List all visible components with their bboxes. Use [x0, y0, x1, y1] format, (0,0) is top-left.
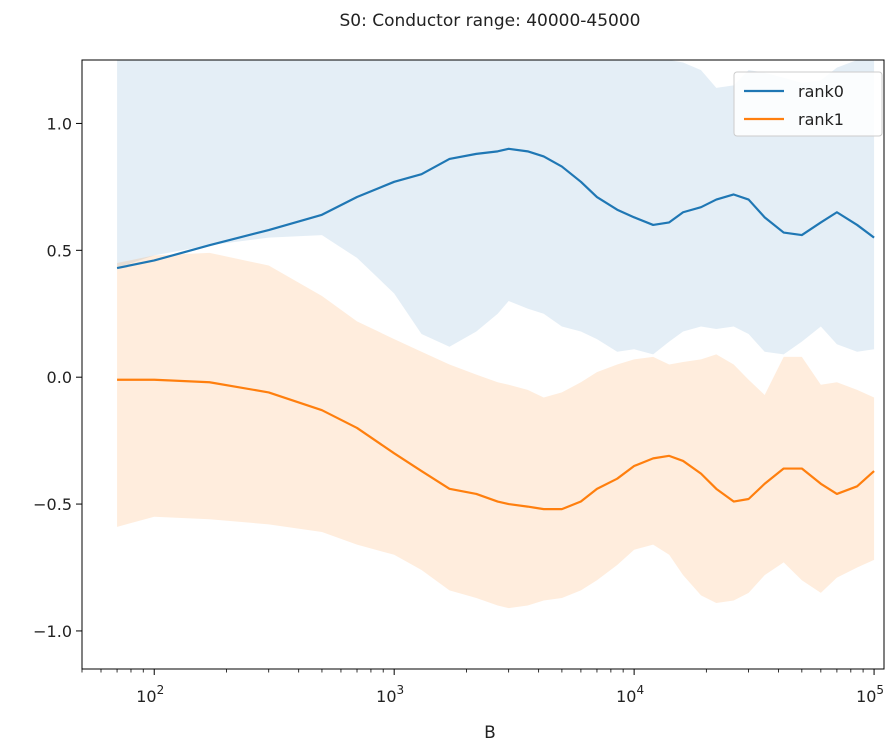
plot-area: 1.0 0.5 0.0 −0.5 −1.0 102 103 104 105 rank0 rank1 [33, 59, 885, 706]
x-tick-label: 104 [616, 683, 644, 706]
x-tick-label: 103 [376, 683, 404, 706]
legend: rank0 rank1 [733, 71, 883, 137]
series-band-rank0 [117, 60, 875, 355]
y-tick-label: −0.5 [33, 495, 72, 514]
chart-title: S0: Conductor range: 40000-45000 [339, 11, 640, 31]
x-tick-label: 105 [856, 683, 884, 706]
x-axis-label: B [484, 723, 496, 743]
y-tick-label: 1.0 [47, 114, 72, 133]
legend-label-rank0: rank0 [798, 82, 844, 101]
y-tick-label: 0.0 [47, 368, 72, 387]
y-tick-label: 0.5 [47, 241, 72, 260]
plot-frame [81, 59, 885, 670]
series-group [116, 60, 875, 609]
x-tick-label: 102 [136, 683, 164, 706]
series-line-rank0 [116, 147, 875, 270]
series-band-rank1 [117, 252, 875, 609]
legend-label-rank1: rank1 [798, 110, 844, 129]
y-tick-label: −1.0 [33, 622, 72, 641]
series-line-rank1 [117, 378, 875, 511]
